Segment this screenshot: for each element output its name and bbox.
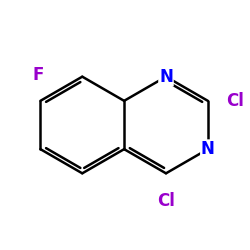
Text: F: F	[33, 66, 44, 84]
Text: Cl: Cl	[157, 192, 175, 210]
Text: N: N	[201, 140, 215, 158]
Text: N: N	[159, 68, 173, 86]
Text: Cl: Cl	[226, 92, 244, 110]
